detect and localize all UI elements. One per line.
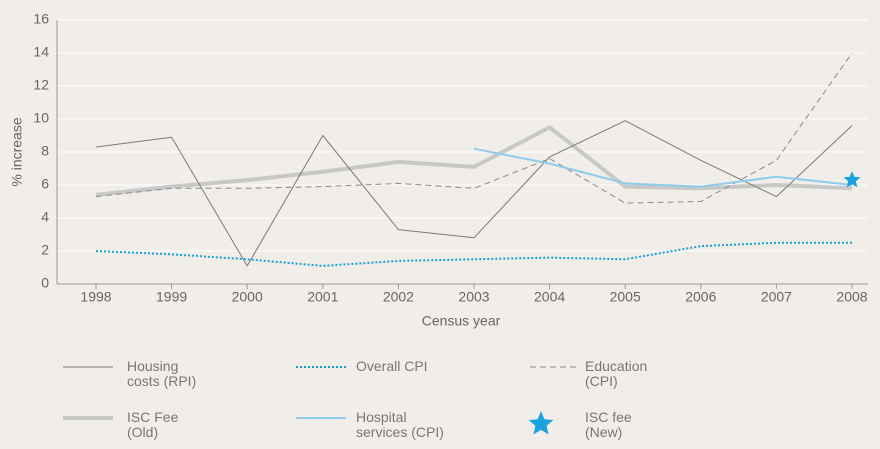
y-tick-label: 2: [41, 242, 49, 258]
series-line: [473, 147, 853, 188]
x-axis-label: Census year: [422, 313, 501, 329]
legend-star: [528, 411, 554, 435]
legend-label: Education (CPI): [585, 358, 648, 389]
x-tick-label: 2004: [534, 289, 565, 305]
y-tick-label: 0: [41, 275, 49, 291]
series-line: [95, 241, 852, 267]
legend-label: Housing costs (RPI): [127, 358, 197, 389]
legend-label: ISC fee (New): [585, 409, 632, 440]
y-tick-label: 14: [33, 44, 49, 60]
x-tick-label: 2007: [761, 289, 792, 305]
legend-label: Hospital services (CPI): [356, 409, 444, 440]
y-tick-label: 10: [33, 110, 49, 126]
y-tick-label: 16: [33, 11, 49, 27]
x-tick-label: 1999: [156, 289, 187, 305]
series-line: [95, 52, 853, 204]
y-tick-label: 6: [41, 176, 49, 192]
x-tick-label: 2001: [307, 289, 338, 305]
x-tick-label: 2003: [458, 289, 489, 305]
legend-label: ISC Fee (Old): [127, 409, 179, 440]
x-tick-label: 1998: [80, 289, 111, 305]
legend-label: Overall CPI: [356, 358, 428, 374]
star-marker: [843, 171, 861, 188]
x-tick-label: 2008: [836, 289, 867, 305]
x-tick-label: 2005: [610, 289, 641, 305]
y-tick-label: 12: [33, 77, 49, 93]
x-tick-label: 2006: [685, 289, 716, 305]
y-axis-label: % increase: [9, 117, 25, 186]
x-tick-label: 2000: [232, 289, 263, 305]
y-tick-label: 8: [41, 143, 49, 159]
y-tick-label: 4: [41, 209, 49, 225]
x-tick-label: 2002: [383, 289, 414, 305]
series-line: [95, 120, 853, 267]
